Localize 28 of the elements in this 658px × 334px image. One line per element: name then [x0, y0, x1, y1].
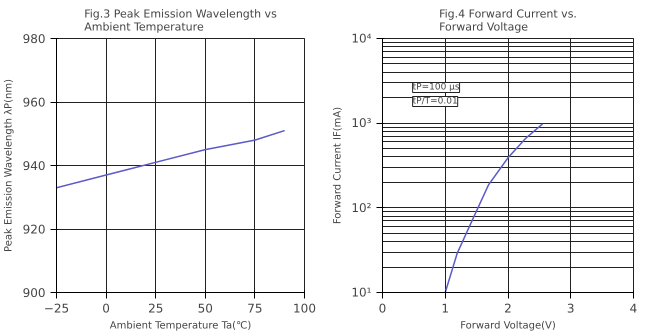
y-tick-label: 900 — [22, 286, 46, 300]
x-tick-label: 3 — [566, 302, 575, 316]
y-tick-label: 10¹ — [351, 286, 372, 300]
x-tick-label: 25 — [148, 302, 164, 316]
x-tick-label: −25 — [44, 302, 70, 316]
y-tick-label: 940 — [22, 159, 46, 173]
x-axis-title: Forward Voltage(V) — [460, 320, 556, 332]
x-tick-label: 50 — [198, 302, 213, 316]
y-tick-label: 920 — [22, 222, 46, 236]
chart-title: Fig.3 Peak Emission Wavelength vs Ambient Temperature — [84, 8, 278, 34]
y-tick-label: 10³ — [351, 116, 372, 130]
chart-title: Fig.4 Forward Current vs. Forward Voltage — [439, 8, 577, 34]
x-tick-label: 2 — [504, 302, 512, 316]
x-tick-label: 0 — [102, 302, 110, 316]
y-tick-label: 10² — [351, 200, 372, 215]
y-tick-label: 960 — [22, 96, 46, 110]
y-tick-label: 10⁴ — [351, 32, 372, 46]
line-series — [56, 130, 286, 188]
x-tick-label: 75 — [247, 302, 263, 316]
y-axis-title: Forward Current IF(mA) — [332, 106, 344, 224]
line-series — [444, 123, 544, 292]
x-tick-label: 4 — [630, 302, 638, 316]
x-axis-title: Ambient Temperature Ta(℃) — [110, 320, 252, 332]
y-axis-title: Peak Emission Wavelength λP(nm) — [4, 78, 15, 252]
x-tick-label: 100 — [293, 302, 316, 316]
x-tick-label: 1 — [441, 302, 450, 316]
x-tick-label: 0 — [378, 302, 386, 316]
y-tick-label: 980 — [22, 32, 46, 46]
